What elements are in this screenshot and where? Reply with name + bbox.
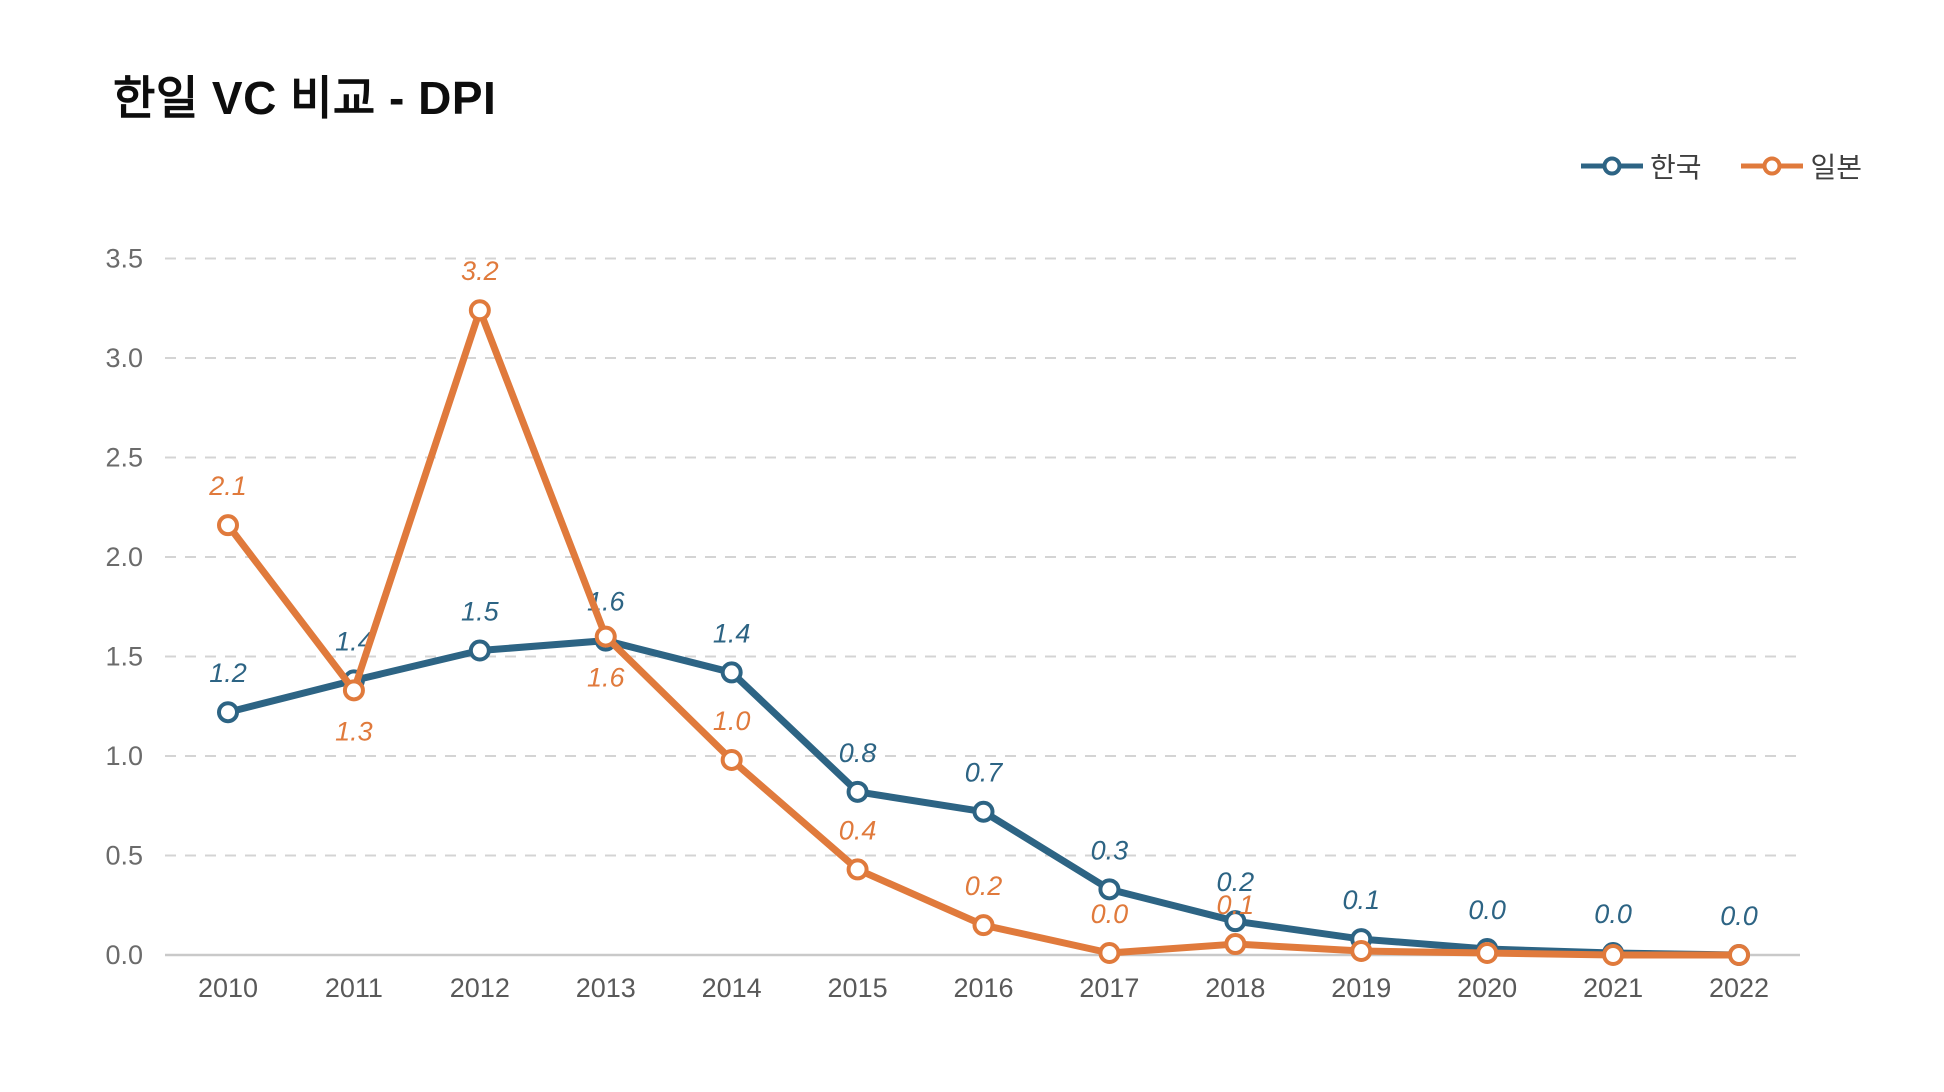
data-point <box>1728 944 1750 966</box>
legend-label-korea: 한국 <box>1649 152 1702 183</box>
legend-item-japan: 일본 <box>1739 146 1862 186</box>
y-axis-tick-label: 0.0 <box>105 940 143 970</box>
data-point <box>1098 942 1121 965</box>
x-axis-tick-label: 2020 <box>1457 973 1517 1003</box>
x-axis-tick-label: 2013 <box>576 973 636 1003</box>
x-axis-tick-label: 2010 <box>198 973 258 1003</box>
data-label: 2.1 <box>208 471 247 501</box>
data-label: 1.2 <box>209 658 247 688</box>
data-point <box>1602 944 1625 966</box>
x-axis-tick-label: 2016 <box>953 973 1013 1003</box>
x-axis-tick-label: 2015 <box>828 973 888 1003</box>
data-label: 0.0 <box>1468 895 1506 925</box>
data-label: 0.4 <box>839 815 877 845</box>
data-label: 0.2 <box>965 871 1003 901</box>
x-axis-tick-label: 2019 <box>1331 973 1391 1003</box>
data-point <box>1350 940 1373 963</box>
data-point <box>846 780 869 803</box>
data-label: 1.0 <box>713 706 751 736</box>
data-point <box>1098 878 1121 901</box>
x-axis-tick-label: 2021 <box>1583 973 1643 1003</box>
data-label: 0.8 <box>839 738 877 768</box>
data-point <box>972 800 995 823</box>
data-point <box>468 639 491 662</box>
data-label: 1.5 <box>461 597 500 627</box>
data-label: 0.0 <box>1720 901 1758 931</box>
page-title: 한일 VC 비교 - DPI <box>113 72 497 124</box>
series-line-일본 <box>224 306 1743 959</box>
korea-series-marker-icon <box>1580 156 1643 176</box>
data-label: 0.0 <box>1091 899 1129 929</box>
legend-circle <box>1602 156 1622 176</box>
y-axis-tick-label: 0.5 <box>105 841 143 871</box>
data-label: 1.4 <box>713 618 751 648</box>
data-point <box>594 625 617 648</box>
legend-circle <box>1762 156 1782 176</box>
x-axis-tick-label: 2018 <box>1205 973 1265 1003</box>
data-point <box>468 299 491 322</box>
data-point <box>1224 910 1247 933</box>
y-axis-tick-label: 1.0 <box>105 741 143 771</box>
data-label: 0.3 <box>1091 835 1129 865</box>
data-label: 0.1 <box>1342 885 1380 915</box>
y-axis-tick-label: 2.5 <box>105 443 143 473</box>
japan-series-marker-icon <box>1741 156 1804 176</box>
data-point <box>972 914 995 937</box>
y-axis-tick-label: 2.0 <box>105 542 143 572</box>
x-axis-tick-label: 2014 <box>702 973 762 1003</box>
legend-item-korea: 한국 <box>1579 146 1702 186</box>
data-label: 0.7 <box>965 758 1004 788</box>
y-axis-tick-label: 3.5 <box>105 244 143 274</box>
y-axis-tick-label: 1.5 <box>105 642 143 672</box>
data-point <box>846 858 869 881</box>
data-label: 1.3 <box>335 716 373 746</box>
x-axis-tick-label: 2022 <box>1709 973 1769 1003</box>
chart-legend: 한국 일본 <box>1579 146 1862 186</box>
x-axis-tick-label: 2012 <box>450 973 510 1003</box>
series-line-한국 <box>224 637 1743 959</box>
data-label: 0.0 <box>1594 899 1632 929</box>
data-point <box>720 661 743 684</box>
data-point <box>1224 933 1247 956</box>
data-point <box>217 701 239 724</box>
data-point <box>1476 942 1499 965</box>
y-axis-tick-label: 3.0 <box>105 343 143 373</box>
data-label: 0.2 <box>1217 867 1255 897</box>
data-point <box>720 748 743 771</box>
data-label: 1.6 <box>587 663 626 693</box>
data-label: 0.1 <box>1217 890 1255 920</box>
data-point <box>217 514 239 537</box>
x-axis-tick-label: 2017 <box>1079 973 1139 1003</box>
data-label: 3.2 <box>461 256 499 286</box>
data-point <box>342 679 365 702</box>
legend-label-japan: 일본 <box>1810 152 1862 183</box>
x-axis-tick-label: 2011 <box>325 973 383 1003</box>
